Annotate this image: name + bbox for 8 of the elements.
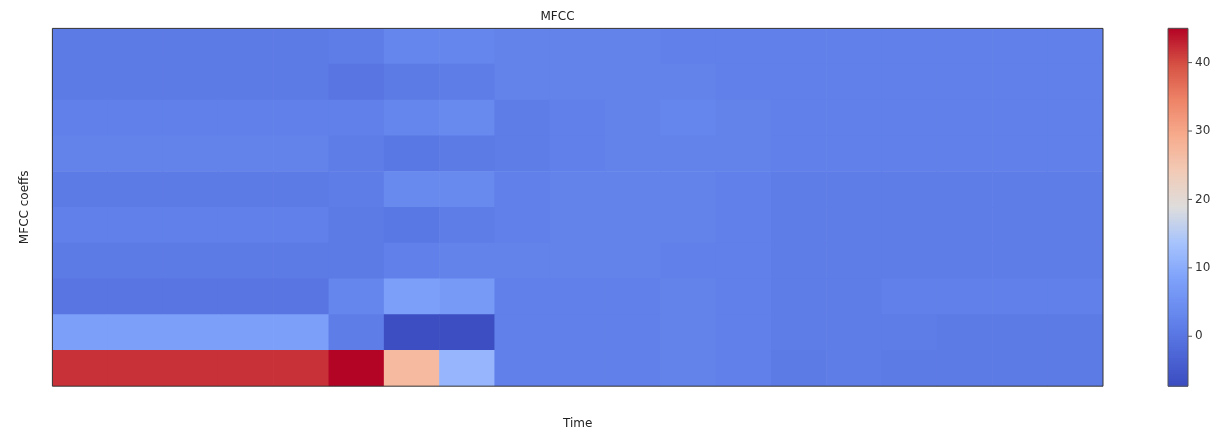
color-bar-label: 10 xyxy=(1195,259,1211,274)
color-bar-label: 0 xyxy=(1195,328,1203,343)
color-bar-label: 30 xyxy=(1195,123,1211,138)
chart-title: MFCC xyxy=(540,9,575,24)
y-axis-title: MFCC coeffs xyxy=(17,170,32,245)
x-axis-title: Time xyxy=(562,415,593,430)
color-bar-label: 20 xyxy=(1195,191,1211,206)
color-bar-label: 40 xyxy=(1195,54,1211,69)
